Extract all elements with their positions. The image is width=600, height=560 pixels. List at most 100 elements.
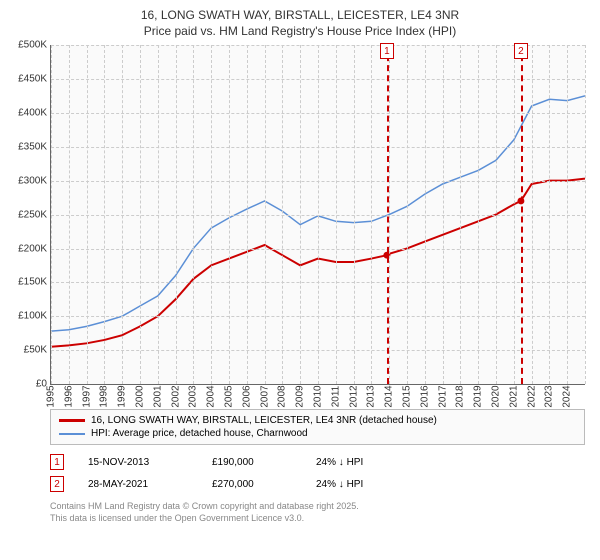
ytick-label: £250K — [9, 209, 47, 220]
xtick-label: 2018 — [455, 386, 466, 408]
gridline-v — [585, 45, 586, 384]
sales-date: 28-MAY-2021 — [88, 479, 188, 490]
plot-area: £0£50K£100K£150K£200K£250K£300K£350K£400… — [50, 45, 585, 405]
xtick-label: 2012 — [348, 386, 359, 408]
xtick-label: 2006 — [241, 386, 252, 408]
xtick-label: 2004 — [206, 386, 217, 408]
gridline-v — [354, 45, 355, 384]
sales-date: 15-NOV-2013 — [88, 457, 188, 468]
footer-note: Contains HM Land Registry data © Crown c… — [50, 501, 590, 524]
gridline-v — [104, 45, 105, 384]
sales-delta: 24% ↓ HPI — [316, 457, 416, 468]
sales-marker: 2 — [50, 476, 64, 492]
xtick-label: 1997 — [81, 386, 92, 408]
xtick-label: 2020 — [491, 386, 502, 408]
ytick-label: £450K — [9, 74, 47, 85]
xtick-label: 2003 — [188, 386, 199, 408]
xtick-label: 2011 — [330, 386, 341, 408]
xtick-label: 1995 — [46, 386, 57, 408]
gridline-v — [193, 45, 194, 384]
legend: 16, LONG SWATH WAY, BIRSTALL, LEICESTER,… — [50, 409, 585, 445]
legend-item: 16, LONG SWATH WAY, BIRSTALL, LEICESTER,… — [59, 414, 576, 427]
ytick-label: £100K — [9, 311, 47, 322]
chart-container: 16, LONG SWATH WAY, BIRSTALL, LEICESTER,… — [0, 0, 600, 560]
ytick-label: £150K — [9, 277, 47, 288]
xtick-label: 2017 — [437, 386, 448, 408]
footer-line-1: Contains HM Land Registry data © Crown c… — [50, 501, 590, 513]
xtick-label: 2005 — [224, 386, 235, 408]
xtick-label: 1996 — [63, 386, 74, 408]
gridline-v — [122, 45, 123, 384]
xtick-label: 2023 — [544, 386, 555, 408]
gridline-v — [69, 45, 70, 384]
ytick-label: £500K — [9, 40, 47, 51]
marker-line — [387, 45, 389, 384]
gridline-v — [496, 45, 497, 384]
xtick-label: 2024 — [562, 386, 573, 408]
gridline-v — [389, 45, 390, 384]
gridline-v — [443, 45, 444, 384]
marker-box: 2 — [514, 43, 528, 59]
gridline-v — [247, 45, 248, 384]
xtick-label: 2015 — [402, 386, 413, 408]
xtick-label: 2019 — [473, 386, 484, 408]
gridline-v — [229, 45, 230, 384]
gridline-v — [549, 45, 550, 384]
gridline-v — [336, 45, 337, 384]
gridline-v — [265, 45, 266, 384]
chart-title: 16, LONG SWATH WAY, BIRSTALL, LEICESTER,… — [10, 8, 590, 39]
legend-label: 16, LONG SWATH WAY, BIRSTALL, LEICESTER,… — [91, 415, 437, 426]
ytick-label: £0 — [9, 379, 47, 390]
gridline-v — [371, 45, 372, 384]
gridline-v — [158, 45, 159, 384]
gridline-v — [51, 45, 52, 384]
ytick-label: £350K — [9, 141, 47, 152]
sales-row: 1 15-NOV-2013 £190,000 24% ↓ HPI — [50, 451, 585, 473]
legend-label: HPI: Average price, detached house, Char… — [91, 428, 308, 439]
gridline-v — [300, 45, 301, 384]
gridline-v — [211, 45, 212, 384]
title-line-2: Price paid vs. HM Land Registry's House … — [10, 24, 590, 40]
sales-row: 2 28-MAY-2021 £270,000 24% ↓ HPI — [50, 473, 585, 495]
legend-item: HPI: Average price, detached house, Char… — [59, 427, 576, 440]
sales-table: 1 15-NOV-2013 £190,000 24% ↓ HPI 2 28-MAY-202… — [50, 451, 585, 495]
sales-marker: 1 — [50, 454, 64, 470]
legend-swatch — [59, 433, 85, 435]
legend-swatch — [59, 419, 85, 422]
footer-line-2: This data is licensed under the Open Gov… — [50, 513, 590, 525]
xtick-label: 2013 — [366, 386, 377, 408]
xtick-label: 2002 — [170, 386, 181, 408]
xtick-label: 2010 — [313, 386, 324, 408]
ytick-label: £50K — [9, 345, 47, 356]
xtick-label: 1999 — [117, 386, 128, 408]
gridline-v — [318, 45, 319, 384]
ytick-label: £300K — [9, 175, 47, 186]
gridline-v — [407, 45, 408, 384]
marker-box: 1 — [380, 43, 394, 59]
gridline-v — [460, 45, 461, 384]
xtick-label: 2007 — [259, 386, 270, 408]
sales-price: £270,000 — [212, 479, 292, 490]
marker-line — [521, 45, 523, 384]
xtick-label: 2001 — [152, 386, 163, 408]
xtick-label: 2014 — [384, 386, 395, 408]
title-line-1: 16, LONG SWATH WAY, BIRSTALL, LEICESTER,… — [10, 8, 590, 24]
xtick-label: 1998 — [99, 386, 110, 408]
xtick-label: 2021 — [508, 386, 519, 408]
gridline-v — [140, 45, 141, 384]
gridline-v — [478, 45, 479, 384]
xtick-label: 2022 — [526, 386, 537, 408]
gridline-v — [425, 45, 426, 384]
xtick-label: 2000 — [135, 386, 146, 408]
ytick-label: £200K — [9, 243, 47, 254]
gridline-v — [532, 45, 533, 384]
ytick-label: £400K — [9, 107, 47, 118]
gridline-v — [87, 45, 88, 384]
sales-delta: 24% ↓ HPI — [316, 479, 416, 490]
xtick-label: 2008 — [277, 386, 288, 408]
xtick-label: 2009 — [295, 386, 306, 408]
xtick-label: 2016 — [419, 386, 430, 408]
gridline-v — [176, 45, 177, 384]
sales-price: £190,000 — [212, 457, 292, 468]
gridline-v — [514, 45, 515, 384]
